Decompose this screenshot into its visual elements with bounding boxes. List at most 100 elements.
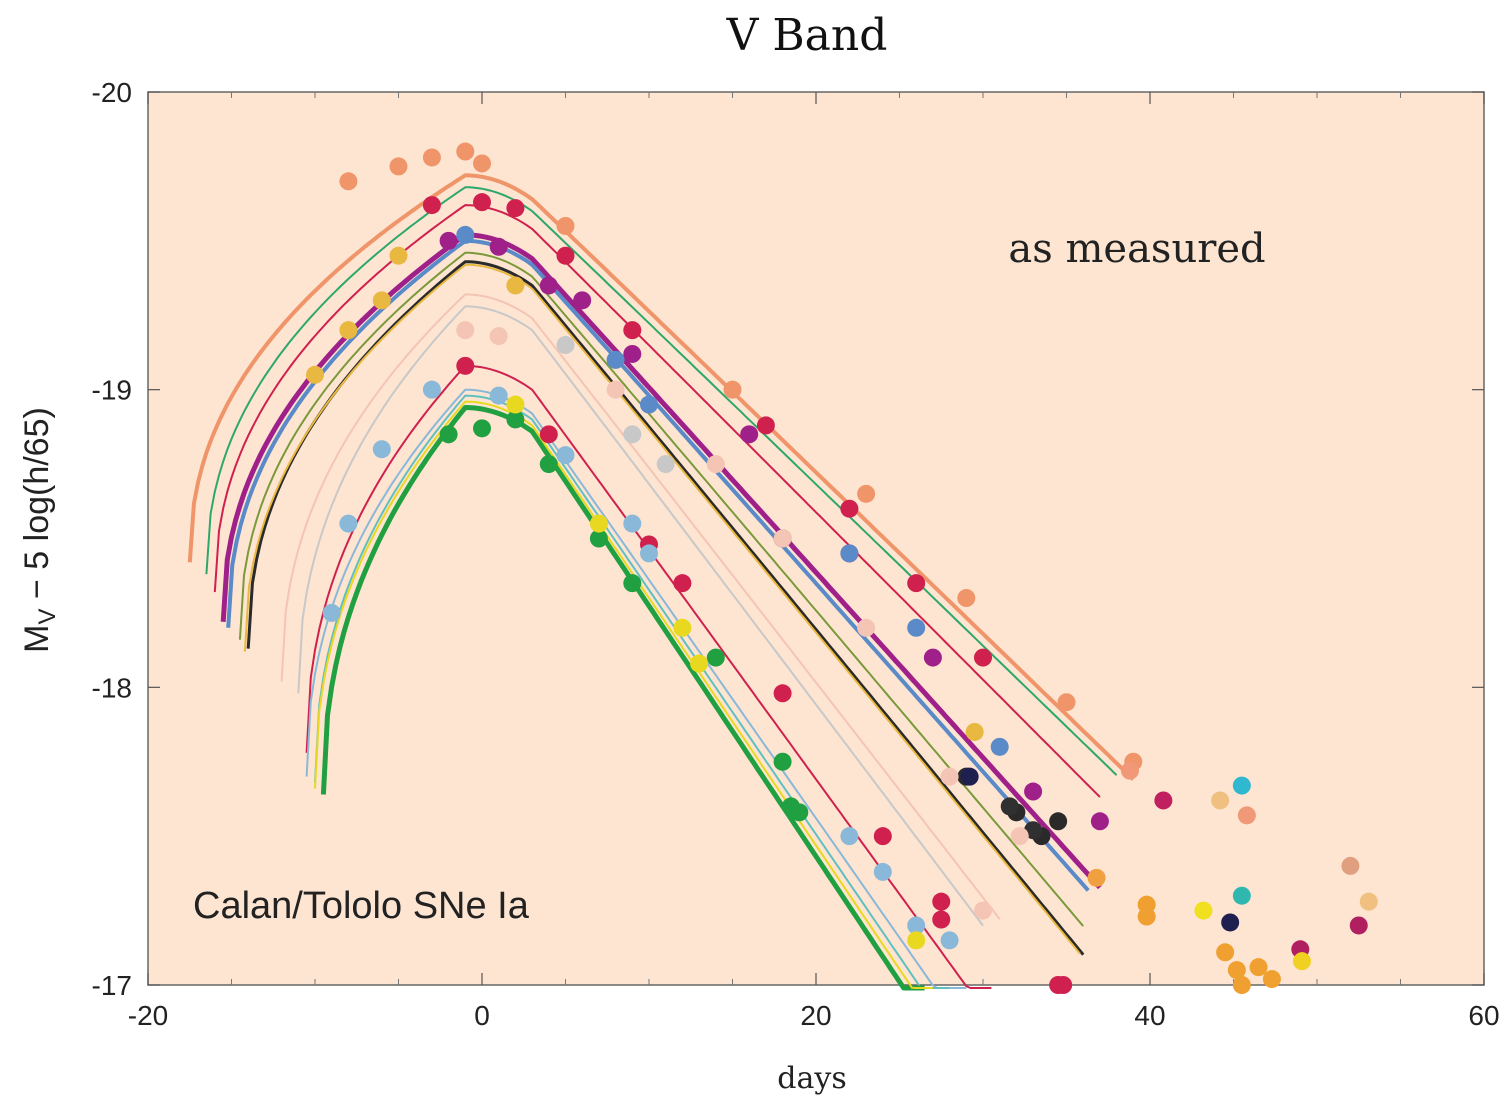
y-axis-label-main: M	[18, 624, 56, 652]
data-point	[940, 767, 959, 786]
series-line	[205, 186, 1118, 776]
data-point	[339, 514, 358, 533]
data-point	[756, 416, 775, 435]
data-point	[556, 246, 575, 265]
series-line	[305, 388, 967, 989]
data-point	[857, 618, 876, 637]
data-point	[932, 910, 951, 929]
data-point	[1024, 782, 1043, 801]
data-point	[740, 425, 759, 444]
data-point	[1194, 901, 1213, 920]
chart-title: V Band	[726, 10, 888, 61]
data-point	[706, 648, 725, 667]
series-line	[314, 400, 933, 989]
data-point	[873, 827, 892, 846]
data-point	[306, 365, 324, 384]
data-point	[489, 386, 508, 405]
data-point	[1359, 892, 1378, 911]
data-point	[673, 574, 692, 593]
data-point	[957, 589, 976, 608]
data-point	[506, 410, 525, 429]
data-point	[422, 380, 441, 399]
series-points	[306, 142, 1378, 994]
data-point	[706, 455, 725, 474]
data-point	[907, 931, 926, 950]
data-point	[556, 446, 575, 465]
series-line	[320, 405, 925, 991]
data-point	[489, 327, 508, 346]
x-tick-label: 0	[474, 1000, 490, 1031]
data-point	[907, 618, 926, 637]
y-axis-label-rest: − 5 log(h/65)	[18, 407, 56, 608]
annotation-dataset-label: Calan/Tololo SNe Ia	[193, 885, 530, 927]
data-point	[539, 276, 558, 295]
data-point	[623, 514, 642, 533]
data-point	[773, 752, 792, 771]
data-point	[473, 419, 491, 438]
data-point	[1000, 797, 1019, 816]
data-point	[623, 344, 642, 363]
data-point	[456, 225, 475, 244]
series-line	[187, 173, 1135, 781]
data-point	[556, 336, 575, 355]
data-point	[339, 172, 358, 191]
data-point	[923, 648, 942, 667]
data-point	[1232, 776, 1251, 795]
data-point	[606, 380, 625, 399]
x-tick-label: 40	[1134, 1000, 1165, 1031]
data-point	[1349, 916, 1368, 935]
data-point	[1137, 895, 1156, 914]
data-point	[640, 544, 658, 563]
series-line	[246, 260, 1085, 956]
data-point	[456, 356, 475, 375]
data-point	[1232, 976, 1251, 994]
data-point	[372, 440, 391, 459]
data-point	[623, 425, 642, 444]
data-point	[965, 722, 984, 741]
data-point	[857, 484, 876, 503]
data-point	[840, 827, 859, 846]
data-point	[623, 574, 642, 593]
data-point	[840, 499, 859, 518]
x-tick-labels: -20 0 20 40 60	[128, 1000, 1500, 1031]
data-point	[506, 395, 525, 414]
data-point	[439, 231, 458, 250]
annotation-as-measured: as measured	[1008, 226, 1265, 272]
data-point	[1292, 952, 1311, 971]
data-point	[439, 425, 458, 444]
y-tick-label: -17	[92, 970, 132, 1001]
data-point	[473, 193, 491, 212]
data-point	[1341, 856, 1360, 875]
data-point	[539, 455, 558, 474]
x-tick-label: 60	[1468, 1000, 1499, 1031]
data-point	[556, 216, 575, 235]
data-point	[456, 142, 475, 161]
data-point	[389, 246, 408, 265]
series-line	[243, 263, 1081, 955]
series-line	[220, 232, 1102, 890]
data-point	[1090, 812, 1109, 831]
data-point	[473, 154, 491, 173]
data-point	[506, 199, 525, 218]
data-point	[1232, 886, 1251, 905]
data-point	[790, 803, 809, 822]
axis-ticks	[147, 91, 1485, 986]
data-point	[640, 395, 658, 414]
y-axis-label-sub: V	[34, 608, 61, 624]
data-point	[589, 529, 608, 548]
data-point	[1237, 806, 1256, 825]
data-point	[974, 648, 992, 667]
data-point	[1211, 791, 1230, 810]
data-point	[339, 321, 358, 340]
data-point	[623, 321, 642, 340]
data-point	[690, 654, 709, 673]
data-point	[723, 380, 742, 399]
data-point	[489, 237, 508, 256]
series-line	[226, 238, 1090, 892]
data-point	[907, 574, 926, 593]
data-point	[1227, 961, 1246, 980]
data-point	[673, 618, 692, 637]
data-point	[773, 529, 792, 548]
data-point	[389, 157, 408, 176]
